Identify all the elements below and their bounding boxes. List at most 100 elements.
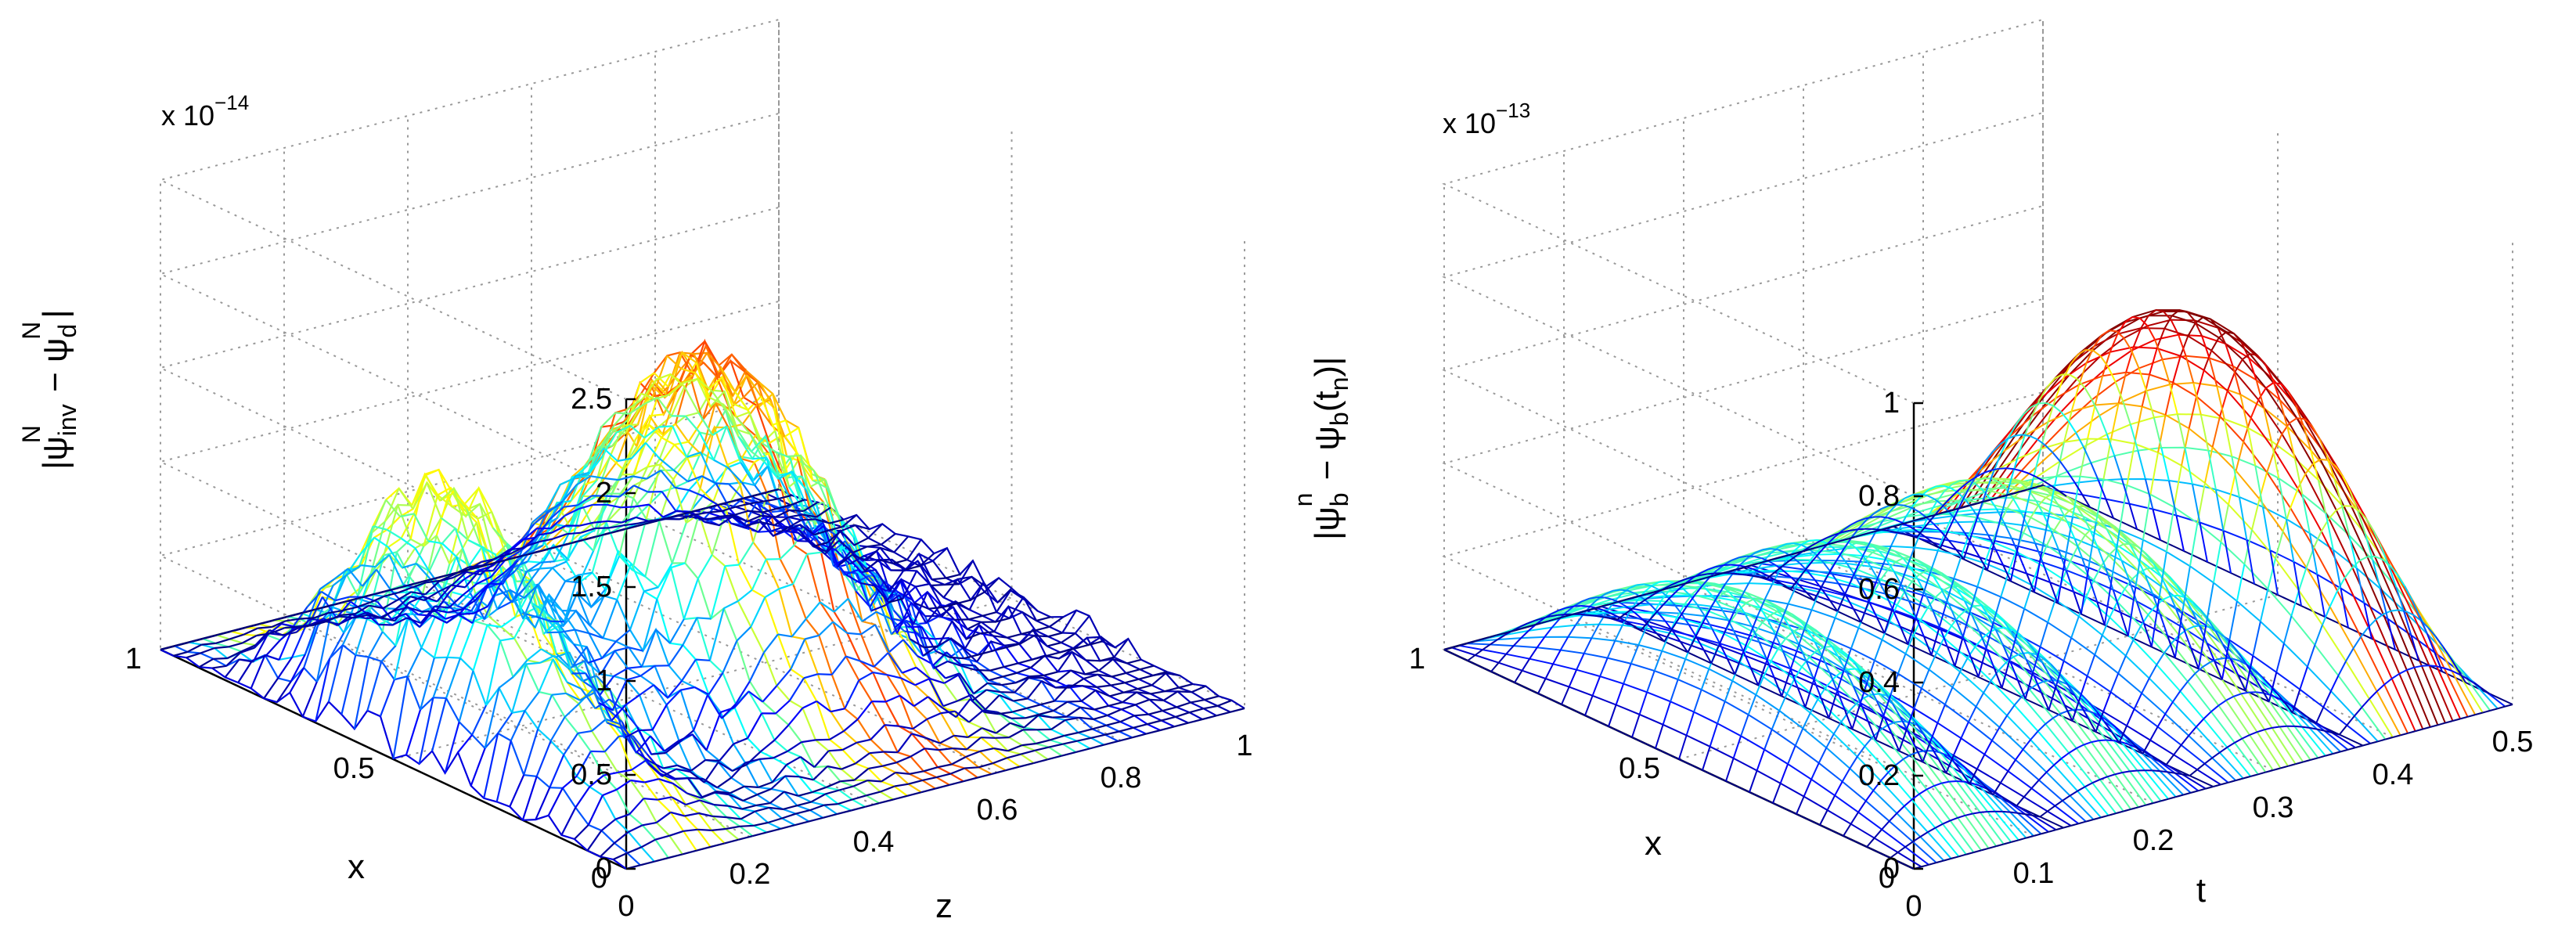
right-mesh-seg-12-42 <box>1945 578 1955 603</box>
left-mesh-seg-21-8 <box>466 509 482 548</box>
right-mesh-seg-7-79 <box>2340 588 2349 629</box>
right-mesh-seg-18-76 <box>2059 460 2069 473</box>
left-mesh-seg-22-0 <box>340 654 357 715</box>
right-mesh-seg-17-32 <box>1753 555 1762 560</box>
left-mesh-seg-13-0 <box>457 734 473 753</box>
left-mesh-seg-30-15 <box>448 594 464 609</box>
right-mesh-seg-20-57 <box>1870 529 1879 534</box>
right-mesh-seg-2-18 <box>2001 795 2010 802</box>
left-mesh-seg-27-39 <box>824 539 840 555</box>
left-mesh-seg-3-11 <box>741 804 757 810</box>
right-mesh-seg-0-57 <box>2340 748 2348 753</box>
left-mesh-seg-8-31 <box>957 674 974 701</box>
left-mesh-seg-1-19 <box>880 785 895 793</box>
right-mesh-seg-1-16 <box>2009 811 2018 814</box>
right-mesh-seg-18-29 <box>1707 566 1717 571</box>
right-mesh-seg-20-28 <box>1653 589 1662 593</box>
right-mesh-seg-17-77 <box>2090 463 2099 481</box>
left-mesh-seg-18-38 <box>926 591 942 618</box>
right-mesh-seg-18-65 <box>1976 460 1986 474</box>
left-mesh-seg-1-14 <box>809 804 825 812</box>
right-mesh-seg-3-22 <box>2007 759 2016 772</box>
left-value-tick-3: 1.5 <box>571 571 612 603</box>
right-mesh-seg-2-38 <box>2150 755 2160 761</box>
left-mesh-seg-4-19 <box>841 762 856 770</box>
right-mesh-seg-19-45 <box>1803 545 1813 551</box>
left-mesh-seg-25-5 <box>373 525 387 531</box>
right-mesh-seg-14-65 <box>2070 384 2081 412</box>
right-mesh-seg-7-63 <box>2220 504 2229 542</box>
right-mesh-seg-19-59 <box>1908 535 1918 539</box>
right-mesh-seg-14-0 <box>1584 695 1594 716</box>
right-mesh-seg-4-0 <box>1819 809 1828 826</box>
left-mesh-seg-34-38 <box>720 513 735 517</box>
right-mesh-seg-0-60 <box>2362 742 2371 747</box>
left-mesh-seg-17-0 <box>405 709 422 755</box>
right-mesh-seg-12-48 <box>1991 483 2000 492</box>
left-mesh-seg-28-1 <box>277 657 294 679</box>
left-mesh-seg-16-39 <box>967 621 982 630</box>
left-mesh-seg-36-28 <box>553 542 568 549</box>
right-mesh-seg-14-68 <box>2093 335 2102 348</box>
left-mesh-seg-19-8 <box>492 527 508 545</box>
left-mesh-seg-2-3 <box>642 821 658 827</box>
right-mesh-seg-20-2 <box>1458 643 1467 647</box>
left-mesh-seg-2-40 <box>1162 706 1177 712</box>
left-mesh-seg-0-26 <box>991 769 1007 775</box>
left-mesh-seg-20-37 <box>886 578 903 601</box>
right-mesh-seg-16-60 <box>1986 540 1996 571</box>
right-mesh-seg-5-23 <box>1968 706 1977 722</box>
right-mesh-seg-6-64 <box>2251 499 2261 531</box>
right-mesh-seg-10-55 <box>2089 531 2099 549</box>
left-mesh-seg-27-31 <box>712 425 727 436</box>
left-mesh-seg-1-1 <box>626 846 642 854</box>
right-mesh-seg-17-16 <box>1634 611 1643 620</box>
left-mesh-seg-2-23 <box>923 766 939 773</box>
left-mesh-seg-0-22 <box>935 784 950 790</box>
left-mesh-seg-7-19 <box>802 700 817 709</box>
right-mesh-seg-0-73 <box>2459 715 2468 720</box>
left-mesh-seg-15-9 <box>557 631 574 667</box>
left-mesh-seg-10-2 <box>524 691 540 711</box>
right-mesh-seg-17-17 <box>1641 618 1650 627</box>
right-mesh-seg-20-51 <box>1825 542 1834 546</box>
left-mesh-seg-16-11 <box>573 643 589 664</box>
left-mesh-seg-18-35 <box>884 594 900 607</box>
left-mesh-seg-1-22 <box>922 776 937 781</box>
right-mesh-seg-8-58 <box>2159 614 2169 636</box>
right-mesh-seg-9-48 <box>2061 510 2070 520</box>
left-mesh-seg-2-28 <box>993 747 1008 752</box>
left-mesh-seg-8-14 <box>719 743 734 762</box>
right-mesh-seg-9-67 <box>2203 350 2213 371</box>
right-mesh-seg-9-75 <box>2263 407 2272 441</box>
right-mesh-seg-1-18 <box>2024 813 2033 816</box>
right-mesh-seg-18-57 <box>1917 531 1926 538</box>
left-mesh-seg-30-39 <box>785 524 801 532</box>
right-mesh-seg-0-4 <box>1944 857 1952 862</box>
right-mesh-seg-0-45 <box>2250 773 2259 777</box>
left-mesh-seg-1-10 <box>753 821 769 827</box>
right-mesh-seg-0-67 <box>2415 728 2423 733</box>
right-mesh-seg-1-11 <box>1973 811 1980 815</box>
right-mesh-seg-0-22 <box>2078 820 2087 825</box>
left-mesh-seg-1-20 <box>894 783 909 787</box>
right-mesh-seg-7-30 <box>1973 604 1982 607</box>
right-mesh-seg-11-16 <box>1774 633 1784 651</box>
right-mesh-seg-15-40 <box>1860 601 1870 623</box>
right-mesh-seg-14-74 <box>2138 368 2148 391</box>
right-mesh-seg-8-72 <box>2264 363 2273 380</box>
right-mesh-seg-17-39 <box>1806 592 1815 601</box>
right-mesh-seg-9-22 <box>1866 660 1875 683</box>
right-mesh-seg-4-5 <box>1856 745 1866 758</box>
right-mesh-seg-0-35 <box>2175 794 2184 798</box>
right-mesh-seg-10-60 <box>2127 587 2137 636</box>
right-mesh-seg-3-16 <box>1962 765 1972 773</box>
left-mesh-seg-19-40 <box>942 603 957 608</box>
right-mesh-seg-7-17 <box>1875 700 1886 718</box>
left-mesh-seg-7-27 <box>914 678 930 686</box>
left-mesh-seg-28-23 <box>586 427 603 467</box>
left-mesh-seg-7-25 <box>886 674 902 679</box>
left-mesh-seg-6-27 <box>927 696 943 708</box>
left-mesh-seg-9-10 <box>649 735 665 752</box>
left-mesh-seg-21-37 <box>874 585 890 603</box>
